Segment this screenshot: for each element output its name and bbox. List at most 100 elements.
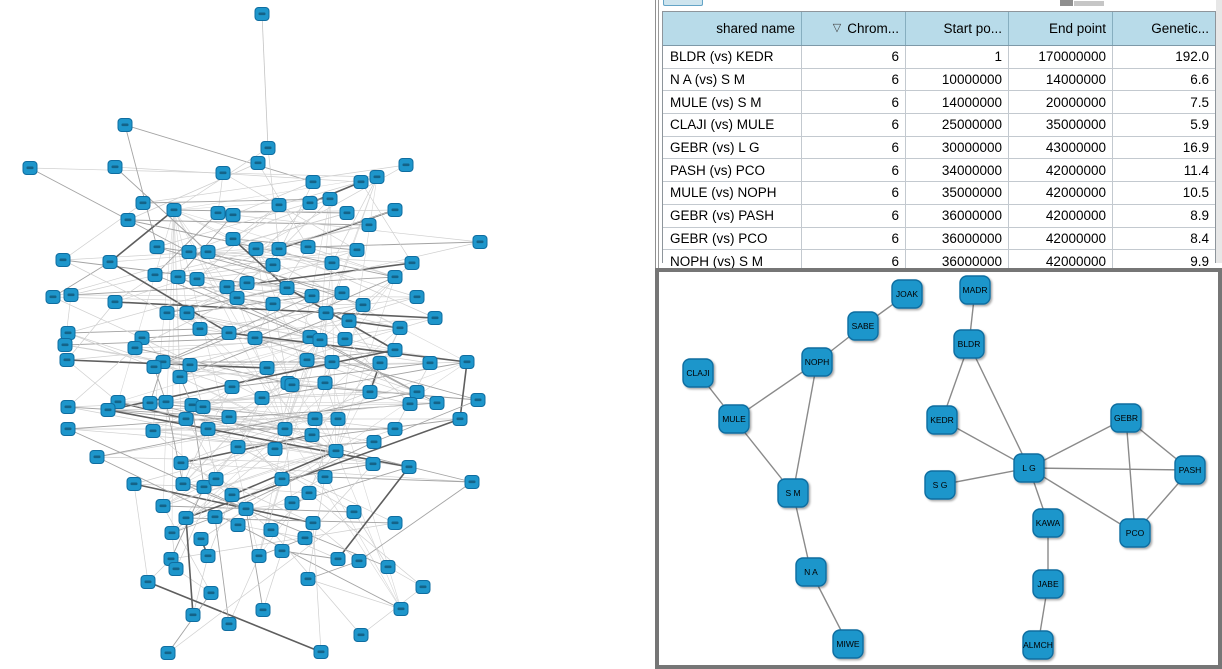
overview-node[interactable] (459, 355, 475, 369)
overview-node[interactable] (284, 496, 300, 510)
overview-node[interactable] (208, 472, 224, 486)
overview-node[interactable] (160, 646, 176, 660)
column-header-chrom[interactable]: ▽ Chrom... (802, 12, 906, 45)
overview-node[interactable] (60, 326, 76, 340)
filter-icon[interactable]: ▽ (832, 22, 842, 34)
overview-node[interactable] (387, 516, 403, 530)
detail-node-claji[interactable]: CLAJI (682, 358, 714, 388)
overview-node[interactable] (297, 531, 313, 545)
overview-node[interactable] (328, 444, 344, 458)
overview-node[interactable] (305, 516, 321, 530)
detail-node-bldr[interactable]: BLDR (953, 329, 985, 359)
overview-node[interactable] (361, 218, 377, 232)
overview-node[interactable] (409, 290, 425, 304)
overview-node[interactable] (239, 276, 255, 290)
overview-node[interactable] (398, 158, 414, 172)
table-row[interactable]: NOPH (vs) S M 6 36000000 42000000 9.9 (663, 250, 1215, 272)
detail-node-kedr[interactable]: KEDR (926, 405, 958, 435)
overview-node[interactable] (324, 256, 340, 270)
overview-node[interactable] (337, 332, 353, 346)
overview-node[interactable] (302, 196, 318, 210)
overview-node[interactable] (225, 208, 241, 222)
overview-node[interactable] (178, 412, 194, 426)
overview-node[interactable] (225, 232, 241, 246)
overview-node[interactable] (203, 586, 219, 600)
overview-node[interactable] (372, 356, 388, 370)
overview-node[interactable] (271, 242, 287, 256)
overview-node[interactable] (142, 396, 158, 410)
overview-node[interactable] (120, 213, 136, 227)
overview-node[interactable] (307, 412, 323, 426)
detail-node-madr[interactable]: MADR (959, 275, 991, 305)
detail-node-joak[interactable]: JOAK (891, 279, 923, 309)
overview-node[interactable] (117, 118, 133, 132)
overview-node[interactable] (322, 192, 338, 206)
overview-node[interactable] (452, 412, 468, 426)
overview-node[interactable] (304, 289, 320, 303)
overview-node[interactable] (221, 410, 237, 424)
overview-node[interactable] (330, 552, 346, 566)
overview-node[interactable] (301, 486, 317, 500)
table-row[interactable]: N A (vs) S M 6 10000000 14000000 6.6 (663, 68, 1215, 92)
overview-node[interactable] (229, 291, 245, 305)
column-header-end-point[interactable]: End point (1009, 12, 1113, 45)
overview-node[interactable] (193, 532, 209, 546)
detail-node-s-m[interactable]: S M (777, 478, 809, 508)
overview-node[interactable] (224, 380, 240, 394)
overview-node[interactable] (402, 397, 418, 411)
overview-node[interactable] (238, 502, 254, 516)
table-row[interactable]: CLAJI (vs) MULE 6 25000000 35000000 5.9 (663, 114, 1215, 137)
detail-node-mule[interactable]: MULE (718, 404, 750, 434)
overview-node[interactable] (330, 412, 346, 426)
overview-node[interactable] (207, 510, 223, 524)
overview-node[interactable] (472, 235, 488, 249)
table-row[interactable]: GEBR (vs) PASH 6 36000000 42000000 8.9 (663, 204, 1215, 228)
overview-node[interactable] (135, 196, 151, 210)
overview-node[interactable] (349, 243, 365, 257)
overview-node[interactable] (247, 331, 263, 345)
overview-node[interactable] (284, 378, 300, 392)
overview-node[interactable] (362, 385, 378, 399)
overview-node[interactable] (271, 198, 287, 212)
overview-node[interactable] (387, 343, 403, 357)
overview-node[interactable] (185, 608, 201, 622)
overview-node[interactable] (200, 549, 216, 563)
overview-node[interactable] (100, 403, 116, 417)
overview-node[interactable] (250, 156, 266, 170)
network-edge[interactable] (1028, 417, 1127, 469)
overview-node[interactable] (334, 286, 350, 300)
column-header-shared-name[interactable]: shared name (663, 12, 802, 45)
overview-node[interactable] (55, 253, 71, 267)
network-edge[interactable] (1028, 467, 1136, 534)
network-edge[interactable] (968, 343, 1030, 469)
table-row[interactable]: PASH (vs) PCO 6 34000000 42000000 11.4 (663, 159, 1215, 183)
overview-node[interactable] (173, 456, 189, 470)
overview-node[interactable] (470, 393, 486, 407)
overview-node[interactable] (274, 544, 290, 558)
overview-node[interactable] (305, 175, 321, 189)
overview-node[interactable] (318, 306, 334, 320)
detail-node-pash[interactable]: PASH (1174, 455, 1206, 485)
overview-node[interactable] (260, 141, 276, 155)
overview-node[interactable] (89, 450, 105, 464)
overview-node[interactable] (195, 400, 211, 414)
overview-node[interactable] (140, 575, 156, 589)
overview-node[interactable] (254, 7, 270, 21)
overview-node[interactable] (182, 358, 198, 372)
table-row[interactable]: GEBR (vs) PCO 6 36000000 42000000 8.4 (663, 227, 1215, 251)
overview-node[interactable] (464, 475, 480, 489)
scrollbar-fragment-dark[interactable] (1060, 0, 1073, 6)
detail-node-sabe[interactable]: SABE (847, 311, 879, 341)
overview-node[interactable] (409, 385, 425, 399)
overview-node[interactable] (341, 314, 357, 328)
overview-node[interactable] (317, 470, 333, 484)
overview-node[interactable] (346, 505, 362, 519)
overview-node[interactable] (254, 391, 270, 405)
overview-node[interactable] (429, 396, 445, 410)
overview-node[interactable] (300, 572, 316, 586)
overview-node[interactable] (60, 422, 76, 436)
overview-node[interactable] (299, 353, 315, 367)
detail-node-pco[interactable]: PCO (1119, 518, 1151, 548)
overview-node[interactable] (353, 628, 369, 642)
overview-node[interactable] (107, 160, 123, 174)
